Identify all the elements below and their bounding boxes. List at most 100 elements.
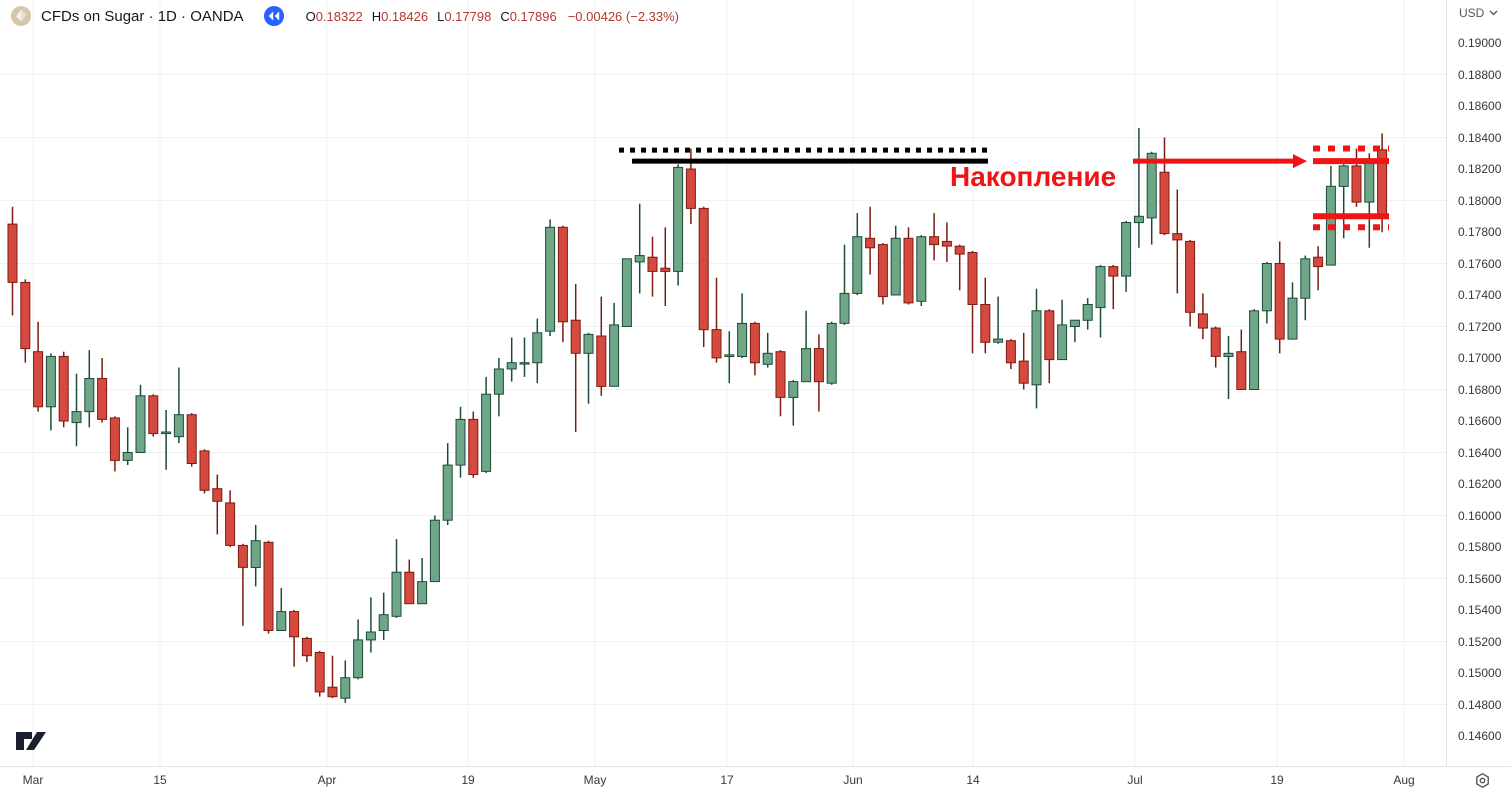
candle-body	[1172, 233, 1183, 241]
candle	[417, 558, 428, 605]
candle-body	[378, 614, 389, 632]
candle	[212, 474, 223, 535]
candle-body	[161, 431, 172, 435]
candle	[1236, 329, 1247, 391]
candle-body	[865, 237, 876, 249]
candle-body	[84, 378, 95, 413]
time-axis-label: May	[583, 773, 607, 787]
candle-body	[481, 393, 492, 472]
price-axis-label: 0.17400	[1458, 288, 1502, 302]
candle-body	[570, 319, 581, 354]
candle	[365, 597, 376, 653]
candle-body	[58, 355, 69, 422]
time-axis-label: Aug	[1393, 773, 1415, 787]
candle-body	[1146, 152, 1157, 219]
low-value: 0.17798	[444, 8, 492, 24]
candle	[1287, 282, 1298, 340]
candle	[173, 367, 184, 444]
candle-body	[71, 411, 82, 424]
candle	[660, 227, 671, 306]
candle	[186, 413, 197, 467]
candle	[941, 222, 952, 262]
time-axis-label: 14	[966, 773, 980, 787]
candle	[263, 540, 274, 634]
time-axis[interactable]: Mar 15 Apr 19 May 17 Jun 14 Jul 19 Aug	[0, 766, 1511, 793]
candle	[1005, 339, 1016, 369]
candle	[84, 350, 95, 428]
candle	[1031, 288, 1042, 409]
candle-body	[1005, 340, 1016, 364]
candle-body	[1300, 258, 1311, 299]
candle	[327, 655, 338, 699]
candle-body	[903, 237, 914, 304]
candle-body	[1018, 360, 1029, 384]
accumulation-text-drawing[interactable]: Накопление	[950, 161, 1117, 192]
candle-body	[890, 237, 901, 296]
candle	[1018, 332, 1029, 390]
candle	[1146, 151, 1157, 245]
axis-settings-gear-button[interactable]	[1471, 769, 1493, 791]
price-axis-label: 0.17000	[1458, 351, 1502, 365]
tradingview-logo[interactable]	[14, 730, 48, 752]
candle-body	[391, 571, 402, 617]
candle	[109, 416, 120, 472]
candle-body	[365, 631, 376, 641]
price-axis-label: 0.16800	[1458, 382, 1502, 397]
candle-body	[634, 255, 645, 263]
candle	[378, 592, 389, 640]
price-axis-label: 0.18200	[1458, 162, 1502, 176]
candle	[916, 235, 927, 306]
candle-body	[455, 418, 466, 466]
price-axis-label: 0.16600	[1458, 414, 1502, 428]
price-axis-label: 0.18600	[1458, 99, 1502, 113]
price-axis[interactable]: USD 0.19000 0.18800 0.18600 0.18400 0.18200 0…	[1446, 0, 1511, 766]
candle	[481, 376, 492, 473]
candle	[161, 410, 172, 470]
candle	[289, 610, 300, 667]
candle	[20, 279, 31, 363]
candle-body	[852, 236, 863, 294]
chart-canvas[interactable]	[0, 0, 1446, 766]
candle	[621, 258, 632, 327]
candle-body	[301, 637, 312, 657]
candle	[711, 277, 722, 363]
candle-body	[1287, 297, 1298, 340]
candle-body	[45, 355, 56, 408]
fast-backward-icon[interactable]	[263, 5, 285, 27]
candle-body	[749, 322, 760, 364]
candle	[1185, 239, 1196, 327]
red-arrow-drawing[interactable]	[1133, 154, 1307, 169]
candle	[353, 619, 364, 680]
candle-body	[212, 488, 223, 502]
candle	[801, 310, 812, 383]
candle	[1057, 299, 1068, 361]
candle-body	[1185, 240, 1196, 313]
candle	[826, 321, 837, 385]
candle	[1108, 265, 1119, 310]
symbol-title[interactable]: CFDs on Sugar · 1D · OANDA	[41, 7, 244, 25]
candle	[276, 587, 287, 631]
candle-body	[1133, 215, 1144, 224]
candle-body	[1057, 324, 1068, 361]
candle	[391, 539, 402, 618]
price-axis-label: 0.18800	[1458, 67, 1502, 82]
candle-body	[199, 450, 210, 491]
candle-body	[20, 281, 31, 350]
open-value: 0.18322	[315, 8, 363, 24]
candle-body	[1351, 165, 1362, 203]
close-value: 0.17896	[509, 8, 557, 24]
candle-body	[122, 452, 133, 461]
candle-body	[442, 464, 453, 521]
candle	[570, 284, 581, 432]
candle-body	[340, 677, 351, 699]
currency-selector[interactable]: USD	[1459, 6, 1498, 20]
candle	[404, 559, 415, 605]
currency-label: USD	[1459, 6, 1485, 20]
candle	[1261, 261, 1272, 324]
time-axis-label: 17	[720, 773, 734, 787]
candle-body	[33, 351, 44, 408]
candle-body	[1364, 162, 1375, 203]
candle	[993, 296, 1004, 344]
candle-body	[1313, 256, 1324, 268]
candle	[980, 277, 991, 354]
